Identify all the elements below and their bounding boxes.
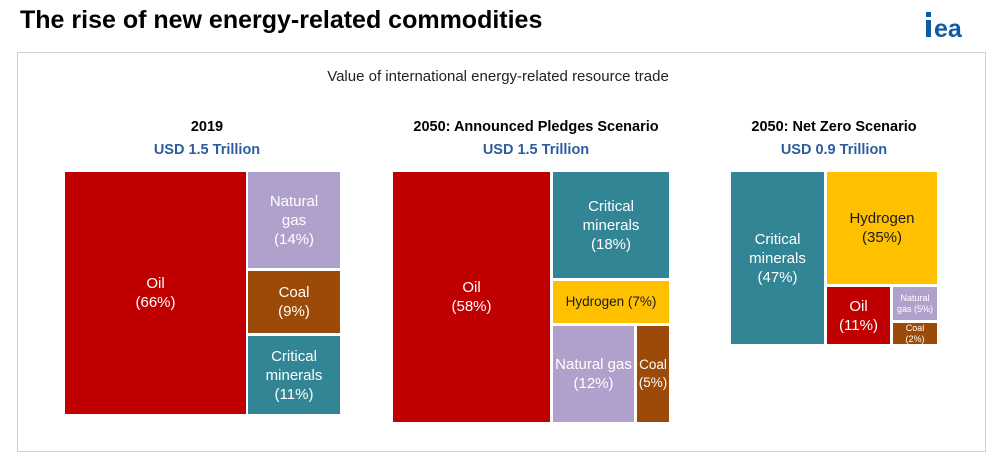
tile-label: Oil (58%) xyxy=(451,279,492,315)
tile-label: Hydrogen (7%) xyxy=(565,294,657,309)
tile-label: Natural gas (5%) xyxy=(896,292,933,314)
tile-label: Natural gas (12%) xyxy=(555,356,632,392)
tile-label: Critical minerals (11%) xyxy=(265,347,323,403)
panel-aps-title: 2050: Announced Pledges Scenario xyxy=(413,119,659,135)
tile-label: Natural gas (14%) xyxy=(269,192,319,248)
tile-label: Critical minerals (47%) xyxy=(749,230,806,286)
tile-label: Coal (5%) xyxy=(638,357,668,390)
tile-oil-panel-3: Oil (11%) xyxy=(827,287,890,344)
panel-2019-value: USD 1.5 Trillion xyxy=(153,142,261,158)
tile-label: Critical minerals (18%) xyxy=(582,197,640,253)
panel-2019-title: 2019 xyxy=(190,119,224,135)
tile-coal-panel-1: Coal (9%) xyxy=(248,271,340,333)
iea-logo-i-dot xyxy=(926,12,931,17)
panel-nze-value: USD 0.9 Trillion xyxy=(780,142,888,158)
tile-hydrogen-panel-3: Hydrogen (35%) xyxy=(827,172,937,284)
iea-logo: ea xyxy=(926,12,963,40)
page-title: The rise of new energy-related commoditi… xyxy=(20,6,543,34)
tile-coal-panel-3: Coal (2%) xyxy=(893,323,937,344)
tile-label: Oil (66%) xyxy=(135,275,176,311)
tile-natural-gas-panel-1: Natural gas (14%) xyxy=(248,172,340,268)
panel-nze-title: 2050: Net Zero Scenario xyxy=(751,119,917,135)
tile-coal-panel-2: Coal (5%) xyxy=(637,326,669,422)
iea-logo-i-stem xyxy=(926,20,931,37)
chart-title: Value of international energy-related re… xyxy=(327,68,669,85)
panel-aps-value: USD 1.5 Trillion xyxy=(482,142,590,158)
tile-label: Coal (2%) xyxy=(905,323,925,344)
tile-oil-panel-1: Oil (66%) xyxy=(65,172,246,414)
tile-hydrogen-panel-2: Hydrogen (7%) xyxy=(553,281,669,323)
tile-label: Coal (9%) xyxy=(278,284,310,320)
tile-critical-minerals-panel-1: Critical minerals (11%) xyxy=(248,336,340,414)
iea-logo-text: ea xyxy=(934,15,963,40)
tile-label: Hydrogen (35%) xyxy=(849,210,915,246)
tile-critical-minerals-panel-2: Critical minerals (18%) xyxy=(553,172,669,278)
tile-label: Oil (11%) xyxy=(839,297,878,334)
tile-natural-gas-panel-2: Natural gas (12%) xyxy=(553,326,634,422)
tile-critical-minerals-panel-3: Critical minerals (47%) xyxy=(731,172,824,344)
tile-oil-panel-2: Oil (58%) xyxy=(393,172,550,422)
tile-natural-gas-panel-3: Natural gas (5%) xyxy=(893,287,937,320)
